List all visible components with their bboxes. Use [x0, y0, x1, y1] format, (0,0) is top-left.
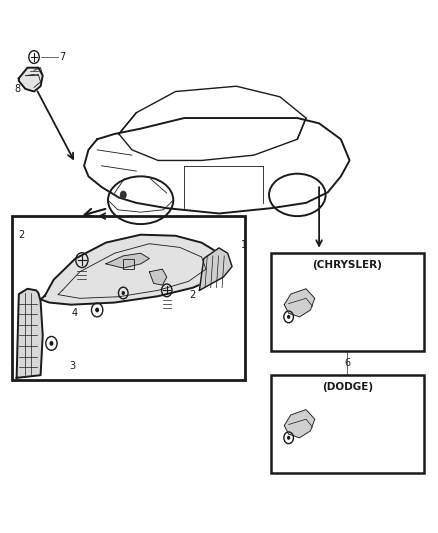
Text: 2: 2 — [189, 290, 196, 300]
Text: 1: 1 — [241, 240, 247, 251]
Text: 7: 7 — [59, 52, 66, 62]
Text: 3: 3 — [69, 361, 75, 370]
Text: 3: 3 — [307, 441, 313, 451]
Text: 5: 5 — [133, 280, 140, 290]
Bar — [12, 216, 245, 381]
Polygon shape — [199, 248, 232, 290]
Text: 2: 2 — [18, 230, 24, 240]
Polygon shape — [284, 289, 315, 317]
Polygon shape — [41, 235, 223, 305]
Polygon shape — [19, 68, 43, 92]
Polygon shape — [106, 253, 149, 268]
Polygon shape — [149, 269, 167, 285]
Circle shape — [287, 315, 290, 319]
Circle shape — [287, 435, 290, 440]
Bar — [271, 253, 424, 351]
Circle shape — [95, 308, 99, 312]
Text: (DODGE): (DODGE) — [322, 382, 373, 392]
Text: (CHRYSLER): (CHRYSLER) — [312, 260, 382, 270]
Polygon shape — [17, 289, 43, 378]
Circle shape — [122, 291, 125, 295]
Text: 6: 6 — [344, 358, 350, 368]
Circle shape — [120, 191, 127, 199]
Text: 8: 8 — [14, 84, 21, 94]
Text: 3: 3 — [307, 320, 313, 330]
Text: 4: 4 — [72, 308, 78, 318]
Bar — [123, 259, 134, 269]
Polygon shape — [284, 410, 315, 438]
Bar — [271, 375, 424, 473]
Circle shape — [49, 341, 53, 346]
